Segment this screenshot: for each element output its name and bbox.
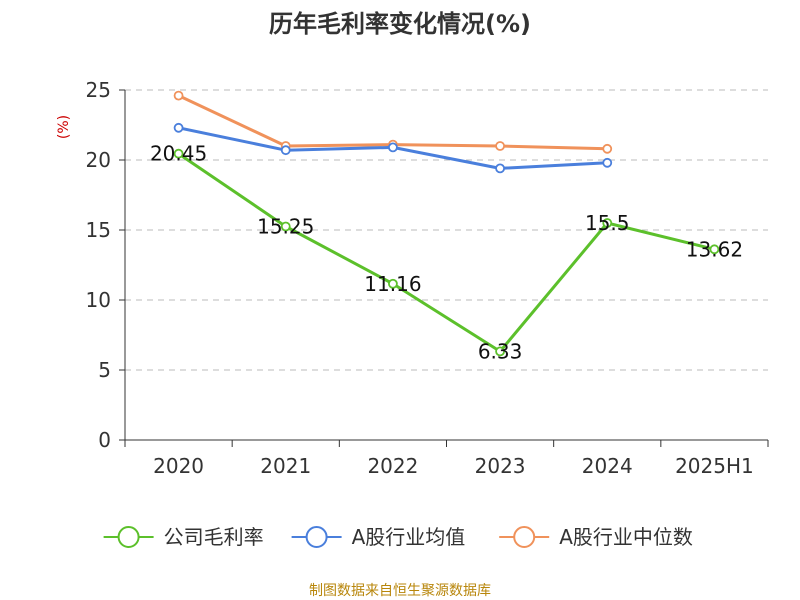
data-label-2020: 20.45 xyxy=(150,142,207,166)
series-0 xyxy=(173,148,720,357)
x-tick-label-2020: 2020 xyxy=(153,454,204,478)
point-0-2025H1 xyxy=(709,244,720,255)
x-tick-label-2025H1: 2025H1 xyxy=(675,454,754,478)
y-axis-label: (%) xyxy=(56,115,72,139)
series-layer xyxy=(173,90,720,357)
point-1-2024 xyxy=(602,157,613,168)
legend-item-0: 公司毛利率 xyxy=(103,525,264,549)
y-tick-label-10: 10 xyxy=(86,288,111,312)
x-tick-label-2024: 2024 xyxy=(582,454,633,478)
point-2-2020 xyxy=(173,90,184,101)
x-tick-label-2022: 2022 xyxy=(367,454,418,478)
point-1-2021 xyxy=(280,145,291,156)
point-0-2022 xyxy=(388,278,398,289)
x-tick-label-2021: 2021 xyxy=(260,454,311,478)
point-1-2020 xyxy=(173,122,184,133)
data-label-2022: 11.16 xyxy=(364,272,421,296)
legend-marker-1 xyxy=(305,526,328,548)
legend-label-0: 公司毛利率 xyxy=(164,525,264,549)
point-0-2021 xyxy=(280,221,291,232)
legend-marker-0 xyxy=(117,526,140,548)
y-tick-label-25: 25 xyxy=(86,78,111,102)
y-tick-label-20: 20 xyxy=(86,148,111,172)
y-tick-label-15: 15 xyxy=(86,218,111,242)
legend-marker-2 xyxy=(513,526,536,548)
point-1-2022 xyxy=(388,142,398,153)
y-tick-label-0: 0 xyxy=(98,428,111,452)
chart-title: 历年毛利率变化情况(%) xyxy=(269,10,531,38)
legend-label-2: A股行业中位数 xyxy=(559,525,693,549)
data-label-2021: 15.25 xyxy=(257,215,314,239)
grid-lines xyxy=(125,89,768,371)
point-2-2023 xyxy=(495,141,505,151)
point-0-2023 xyxy=(495,346,505,357)
data-label-2023: 6.33 xyxy=(478,339,523,363)
series-line-0 xyxy=(177,152,715,353)
point-2-2024 xyxy=(602,143,613,154)
x-tick-label-2023: 2023 xyxy=(475,454,526,478)
legend: 公司毛利率 A股行业均值 A股行业中位数 xyxy=(103,525,693,549)
legend-label-1: A股行业均值 xyxy=(352,525,466,549)
point-0-2020 xyxy=(173,148,184,159)
source-note: 制图数据来自恒生聚源数据库 xyxy=(309,583,491,599)
series-1 xyxy=(173,122,613,174)
data-label-2025H1: 13.62 xyxy=(686,237,743,261)
data-label-2024: 15.5 xyxy=(585,211,630,235)
legend-item-2: A股行业中位数 xyxy=(499,525,693,549)
axes: 0 5 10 15 20 25 2020 2021 2022 2023 2024 2025H1 xyxy=(86,78,769,478)
point-1-2023 xyxy=(495,163,505,174)
data-labels: 20.45 15.25 11.16 6.33 15.5 13.62 xyxy=(150,142,743,364)
point-0-2024 xyxy=(602,218,613,228)
legend-item-1: A股行业均值 xyxy=(291,525,466,549)
y-tick-label-5: 5 xyxy=(98,358,111,382)
